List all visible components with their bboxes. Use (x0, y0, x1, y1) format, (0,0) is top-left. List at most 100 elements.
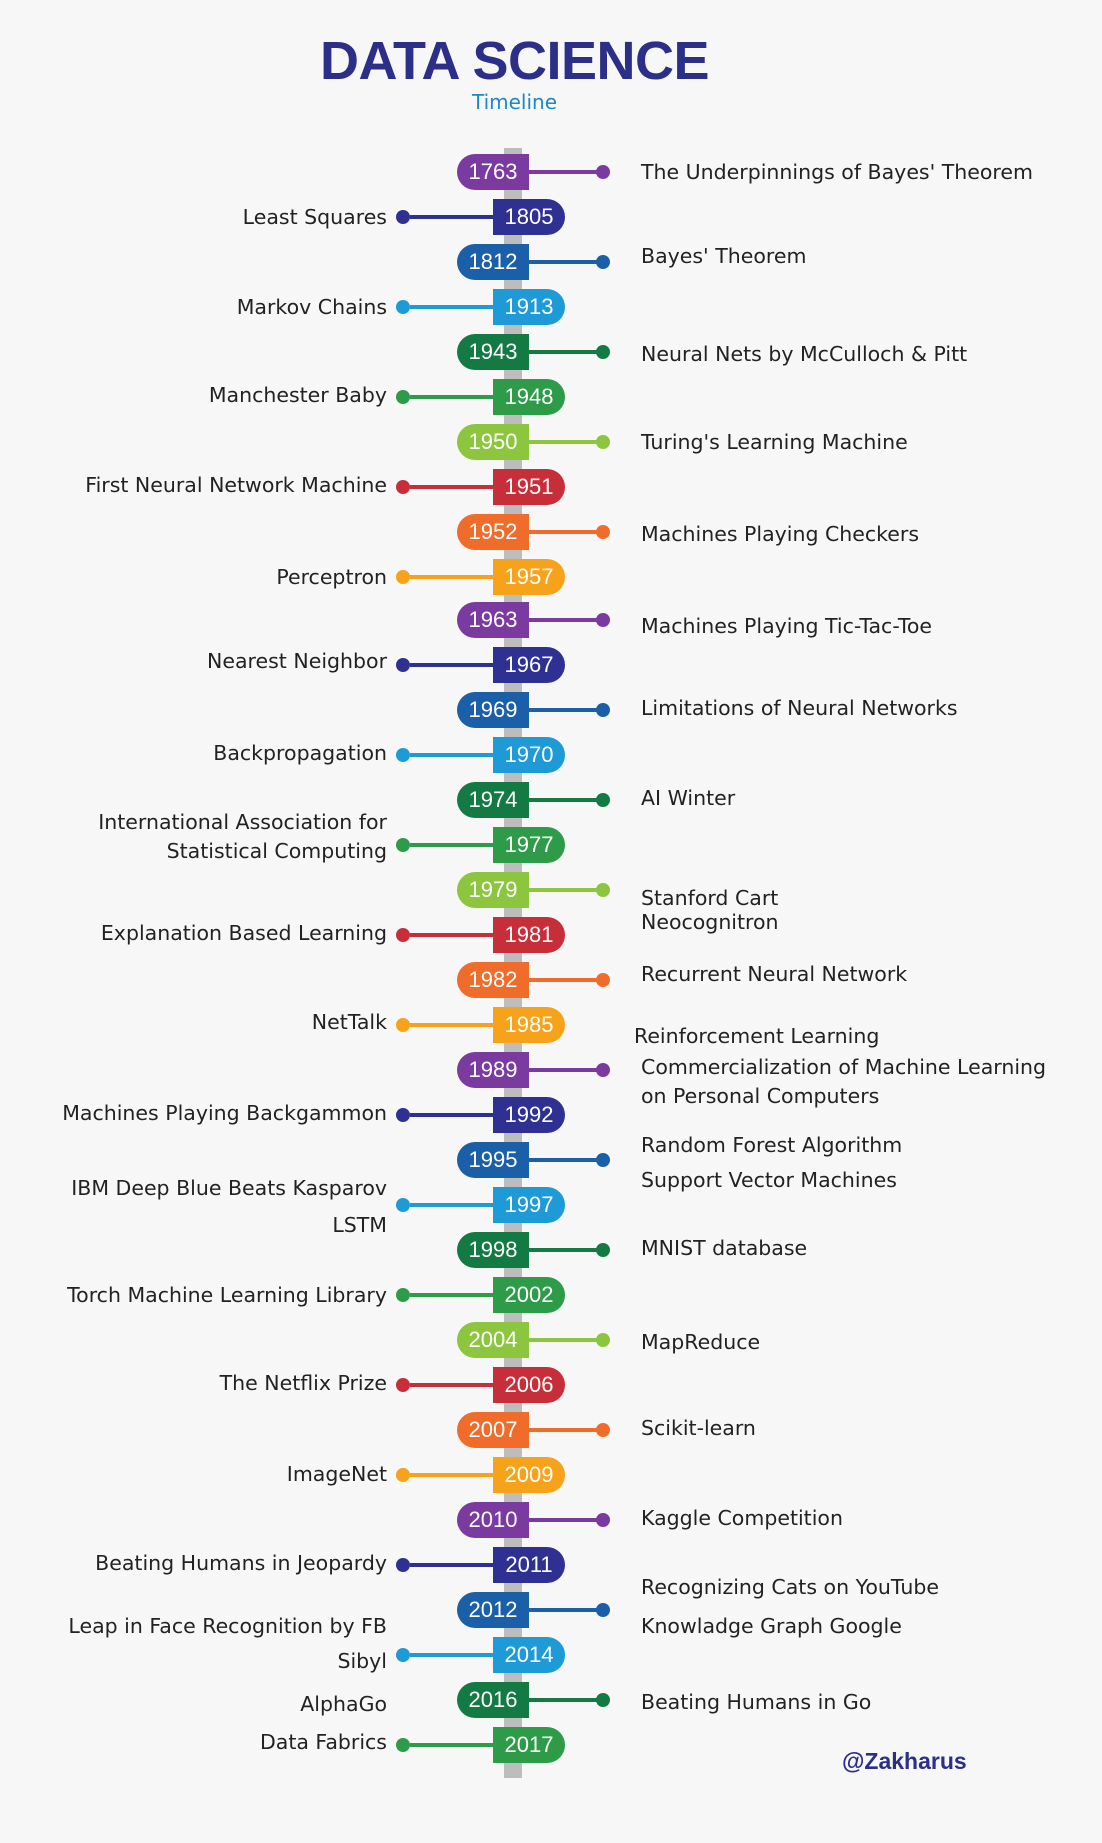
timeline-event: 1977 International Association for Statis… (0, 0, 1102, 863)
connector-dot (596, 793, 610, 807)
event-label: Least Squares (242, 205, 387, 229)
timeline-event: 2006 The Netflix Prize (0, 0, 1102, 1403)
connector-line (517, 1608, 603, 1612)
connector-line (517, 1158, 603, 1162)
event-label: AI Winter (641, 786, 736, 810)
connector-line (410, 395, 505, 399)
year-badge: 1982 (457, 962, 529, 998)
event-label: Turing's Learning Machine (641, 430, 908, 454)
connector-line (410, 843, 505, 847)
timeline-event: 1913 Markov Chains (0, 0, 1102, 325)
timeline-event: 1981 Explanation Based Learning (0, 0, 1102, 953)
connector-line (410, 1113, 505, 1117)
connector-line (410, 1743, 505, 1747)
connector-line (517, 170, 603, 174)
connector-dot (596, 1243, 610, 1257)
connector-dot (396, 1558, 410, 1572)
page-subtitle: Timeline (471, 90, 558, 114)
connector-dot (396, 390, 410, 404)
connector-dot (596, 1333, 610, 1347)
year-badge: 1998 (457, 1232, 529, 1268)
connector-dot (596, 883, 610, 897)
event-label: Kaggle Competition (641, 1506, 843, 1530)
connector-dot (396, 1738, 410, 1752)
event-label: Limitations of Neural Networks (641, 696, 958, 720)
event-label: Sibyl (337, 1649, 387, 1673)
timeline-event: 1998 MNIST database (0, 0, 1102, 1268)
timeline-event: 1812 Bayes' Theorem (0, 0, 1102, 280)
event-label: Random Forest Algorithm (641, 1133, 903, 1157)
event-label: Machines Playing Tic-Tac-Toe (641, 614, 933, 638)
event-label: LSTM (332, 1213, 387, 1237)
connector-dot (396, 1288, 410, 1302)
connector-line (410, 663, 505, 667)
event-label: MNIST database (641, 1236, 808, 1260)
connector-dot (596, 1423, 610, 1437)
connector-dot (596, 1693, 610, 1707)
timeline-event: 1957 Perceptron (0, 0, 1102, 595)
event-label: Backpropagation (213, 741, 387, 765)
timeline-event: 2016 Beating Humans in Go (0, 0, 1102, 1718)
connector-line (517, 530, 603, 534)
connector-dot (596, 703, 610, 717)
connector-line (517, 708, 603, 712)
connector-dot (596, 1603, 610, 1617)
year-badge: 1970 (493, 737, 565, 773)
connector-dot (396, 1018, 410, 1032)
connector-line (410, 1023, 505, 1027)
year-badge: 1985 (493, 1007, 565, 1043)
year-badge: 1948 (493, 379, 565, 415)
connector-dot (596, 345, 610, 359)
year-badge: 2014 (493, 1637, 565, 1673)
timeline-event: 2010 Kaggle Competition (0, 0, 1102, 1538)
event-label: Torch Machine Learning Library (67, 1283, 387, 1307)
timeline-event: 1952 Machines Playing Checkers (0, 0, 1102, 550)
year-badge: 1967 (493, 647, 565, 683)
connector-line (517, 1338, 603, 1342)
timeline-event: 1951 First Neural Network Machine (0, 0, 1102, 505)
event-label: Machines Playing Checkers (641, 522, 920, 546)
year-badge: 2007 (457, 1412, 529, 1448)
connector-line (410, 1293, 505, 1297)
connector-dot (396, 300, 410, 314)
year-badge: 1952 (457, 514, 529, 550)
page-title: DATA SCIENCE (319, 31, 710, 91)
connector-line (410, 753, 505, 757)
timeline-event: 1985 NetTalk (0, 0, 1102, 1043)
event-label: Manchester Baby (208, 383, 387, 407)
connector-dot (396, 570, 410, 584)
connector-line (517, 618, 603, 622)
connector-line (517, 440, 603, 444)
event-label: The Underpinnings of Bayes' Theorem (641, 160, 1033, 184)
timeline-event: 1997 LSTM (0, 0, 1102, 1237)
connector-line (517, 1428, 603, 1432)
event-label: Markov Chains (236, 295, 387, 319)
timeline-event: 1943 Neural Nets by McCulloch & Pitt (0, 0, 1102, 370)
event-label: IBM Deep Blue Beats Kasparov (71, 1176, 387, 1200)
connector-line (410, 1563, 505, 1567)
year-badge: 2012 (457, 1592, 529, 1628)
connector-dot (396, 1108, 410, 1122)
connector-dot (396, 748, 410, 762)
timeline-event: 2002 Torch Machine Learning Library (0, 0, 1102, 1313)
timeline-event: 1763 The Underpinnings of Bayes' Theorem (0, 0, 1102, 190)
timeline-event: 1948 Manchester Baby (0, 0, 1102, 415)
event-label: AlphaGo (300, 1692, 387, 1716)
connector-dot (596, 165, 610, 179)
year-badge: 2010 (457, 1502, 529, 1538)
connector-dot (396, 928, 410, 942)
connector-line (517, 888, 603, 892)
year-badge: 1997 (493, 1187, 565, 1223)
connector-line (517, 1518, 603, 1522)
connector-line (517, 978, 603, 982)
connector-dot (396, 480, 410, 494)
year-badge: 2006 (493, 1367, 565, 1403)
author-credit: @Zakharus (842, 1748, 967, 1774)
event-label: Beating Humans in Go (641, 1690, 872, 1714)
year-badge: 1957 (493, 559, 565, 595)
connector-line (517, 1248, 603, 1252)
year-badge: 1763 (457, 154, 529, 190)
timeline-event: 2011 Beating Humans in Jeopardy (0, 0, 1102, 1583)
event-label: Recurrent Neural Network (641, 962, 908, 986)
